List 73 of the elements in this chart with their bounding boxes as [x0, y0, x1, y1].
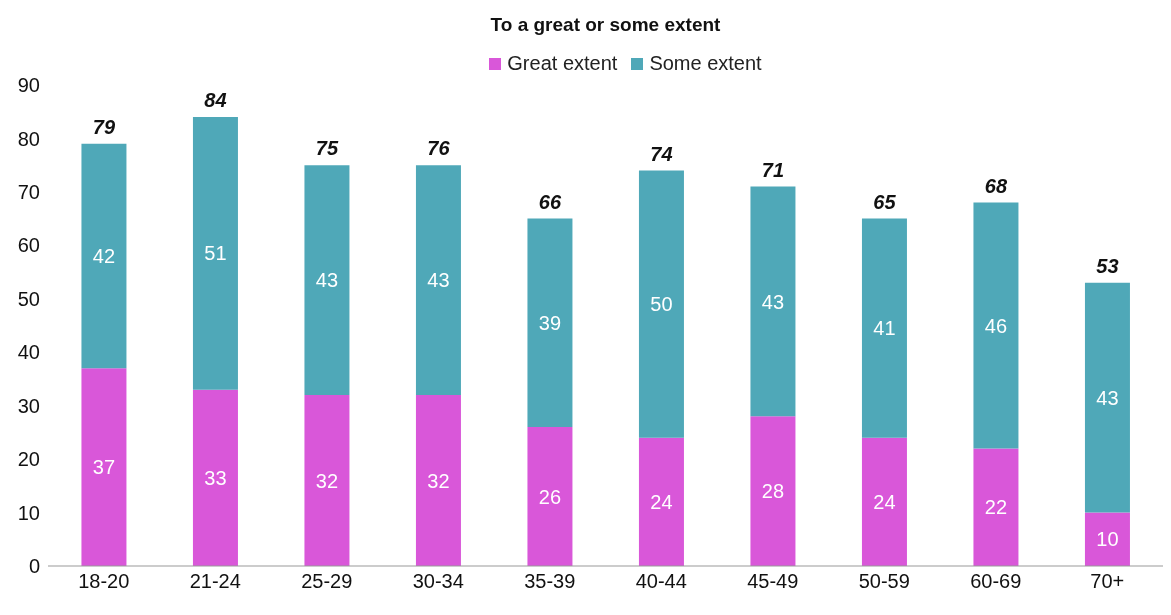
- bar: [81, 143, 127, 369]
- x-tick-label: 35-39: [524, 570, 576, 593]
- bar: [304, 394, 350, 566]
- bar: [973, 448, 1019, 566]
- chart-title: To a great or some extent: [489, 13, 722, 37]
- x-tick-label: 40-44: [635, 570, 687, 593]
- data-label: 43: [1096, 386, 1119, 409]
- data-label: 33: [204, 466, 227, 489]
- bar: [192, 389, 238, 566]
- y-tick-label: 70: [17, 180, 40, 203]
- x-tick-label: 21-24: [189, 570, 241, 593]
- total-label: 76: [427, 137, 451, 160]
- y-tick-label: 90: [17, 74, 40, 97]
- legend-label: Some extent: [648, 52, 762, 75]
- data-label: 22: [984, 496, 1008, 519]
- data-label: 46: [984, 314, 1008, 337]
- total-label: 79: [92, 115, 116, 138]
- bar: [861, 437, 907, 566]
- bar: [750, 416, 796, 566]
- bar: [527, 218, 573, 428]
- x-tick-label: 30-34: [412, 570, 464, 593]
- bar: [81, 368, 127, 566]
- data-label: 37: [92, 456, 116, 479]
- bar: [750, 186, 796, 417]
- bar: [1084, 512, 1130, 566]
- data-label: 32: [427, 469, 450, 492]
- bar: [304, 165, 350, 395]
- bar: [1084, 282, 1130, 513]
- data-label: 50: [650, 293, 673, 316]
- total-label: 68: [984, 174, 1008, 197]
- y-tick-label: 20: [17, 448, 40, 471]
- data-label: 28: [761, 480, 785, 503]
- data-label: 32: [315, 469, 339, 492]
- legend-label: Great extent: [506, 52, 618, 75]
- x-tick-label: 50-59: [858, 570, 910, 593]
- data-label: 39: [538, 311, 562, 334]
- total-label: 84: [204, 89, 227, 112]
- data-label: 42: [92, 245, 116, 268]
- bar: [861, 218, 907, 438]
- total-label: 53: [1096, 254, 1119, 277]
- y-tick-label: 50: [17, 287, 40, 310]
- bar: [415, 394, 461, 566]
- bar: [192, 117, 238, 390]
- x-tick-label: 18-20: [78, 570, 130, 593]
- y-tick-label: 80: [17, 127, 40, 150]
- data-label: 24: [650, 490, 673, 513]
- data-label: 41: [873, 317, 896, 340]
- x-tick-label: 70+: [1090, 570, 1125, 593]
- x-tick-label: 45-49: [747, 570, 799, 593]
- bar: [638, 437, 684, 566]
- y-tick-label: 30: [17, 394, 40, 417]
- y-tick-label: 40: [17, 341, 40, 364]
- bar: [527, 427, 573, 566]
- bar: [973, 202, 1019, 449]
- bar: [415, 165, 461, 395]
- y-tick-label: 10: [17, 501, 40, 524]
- total-label: 75: [315, 137, 339, 160]
- data-label: 43: [427, 269, 450, 292]
- y-tick-label: 60: [17, 234, 40, 257]
- total-label: 65: [873, 190, 897, 213]
- data-label: 10: [1096, 528, 1119, 551]
- x-tick-label: 25-29: [301, 570, 353, 593]
- y-tick-label: 0: [28, 555, 40, 578]
- data-label: 43: [761, 290, 785, 313]
- data-label: 51: [204, 242, 227, 265]
- total-label: 74: [650, 142, 673, 165]
- total-label: 66: [538, 190, 562, 213]
- total-label: 71: [761, 158, 785, 181]
- x-tick-label: 60-69: [970, 570, 1022, 593]
- data-label: 24: [873, 490, 896, 513]
- data-label: 26: [538, 485, 562, 508]
- data-label: 43: [315, 269, 339, 292]
- bar: [638, 170, 684, 438]
